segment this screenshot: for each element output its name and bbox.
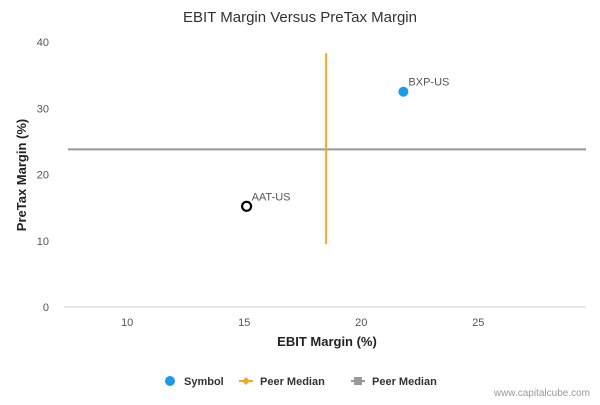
data-point[interactable] xyxy=(240,200,253,212)
legend-item[interactable]: Symbol xyxy=(165,376,224,388)
legend-label: Peer Median xyxy=(372,376,437,388)
x-tick-label: 10 xyxy=(121,317,133,329)
data-point-label: AAT-US xyxy=(252,191,291,203)
y-axis-label: PreTax Margin (%) xyxy=(14,119,29,231)
x-tick-label: 20 xyxy=(355,317,367,329)
plot-marks: BXP-US AAT-US xyxy=(68,53,586,245)
data-point[interactable] xyxy=(398,86,409,97)
y-tick-label: 10 xyxy=(37,236,49,248)
data-point-label: BXP-US xyxy=(408,77,449,89)
legend-item[interactable]: Peer Median xyxy=(351,376,437,388)
y-tick-label: 20 xyxy=(37,170,49,182)
x-axis-label: EBIT Margin (%) xyxy=(277,334,377,349)
chart-title: EBIT Margin Versus PreTax Margin xyxy=(183,9,417,26)
x-tick-label: 25 xyxy=(472,317,484,329)
legend-diamond-marker xyxy=(242,377,250,385)
y-tick-labels: 0 10 20 30 40 xyxy=(37,37,49,314)
x-tick-labels: 10 15 20 25 xyxy=(121,317,484,329)
legend-circle-marker xyxy=(165,376,175,386)
credit-text: www.capitalcube.com xyxy=(493,388,590,399)
y-tick-label: 30 xyxy=(37,103,49,115)
legend-label: Peer Median xyxy=(260,376,325,388)
legend-square-marker xyxy=(354,377,362,385)
legend: Symbol Peer Median Peer Median xyxy=(165,376,437,388)
y-tick-label: 40 xyxy=(37,37,49,49)
legend-label: Symbol xyxy=(184,376,224,388)
y-tick-label: 0 xyxy=(43,302,49,314)
legend-item[interactable]: Peer Median xyxy=(239,376,325,388)
x-tick-label: 15 xyxy=(238,317,250,329)
